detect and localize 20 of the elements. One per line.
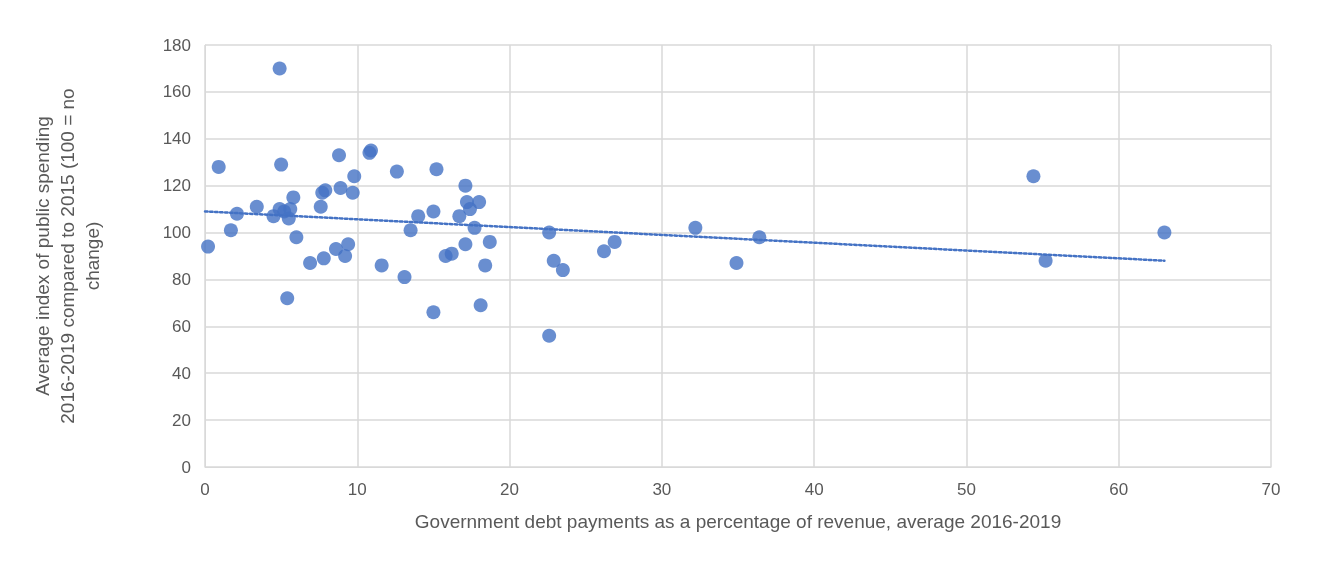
- y-tick-label: 180: [162, 35, 191, 55]
- y-tick-label: 80: [172, 269, 191, 289]
- y-tick-label: 40: [172, 363, 191, 383]
- x-tick-label: 70: [1261, 480, 1281, 499]
- y-tick-label: 140: [162, 129, 191, 149]
- x-tick-label: 50: [956, 480, 976, 499]
- x-tick-label: 40: [804, 480, 824, 499]
- y-tick-label: 20: [172, 410, 191, 430]
- x-tick-label: 10: [347, 480, 367, 499]
- x-tick-label: 0: [200, 480, 210, 499]
- y-tick-label: 120: [162, 176, 191, 196]
- x-tick-label: 20: [500, 480, 520, 499]
- y-tick-label: 160: [162, 82, 191, 102]
- y-tick-label: 0: [181, 457, 191, 477]
- y-tick-label: 60: [172, 316, 191, 336]
- y-axis-title: Average index of public spending 2016-2019 compared to 2015 (100 = no change): [32, 88, 103, 424]
- x-tick-label: 30: [652, 480, 672, 499]
- y-tick-label: 100: [162, 223, 191, 243]
- x-tick-label: 60: [1109, 480, 1129, 499]
- x-axis-title: Government debt payments as a percentage of revenue, average 2016-2019: [414, 511, 1062, 532]
